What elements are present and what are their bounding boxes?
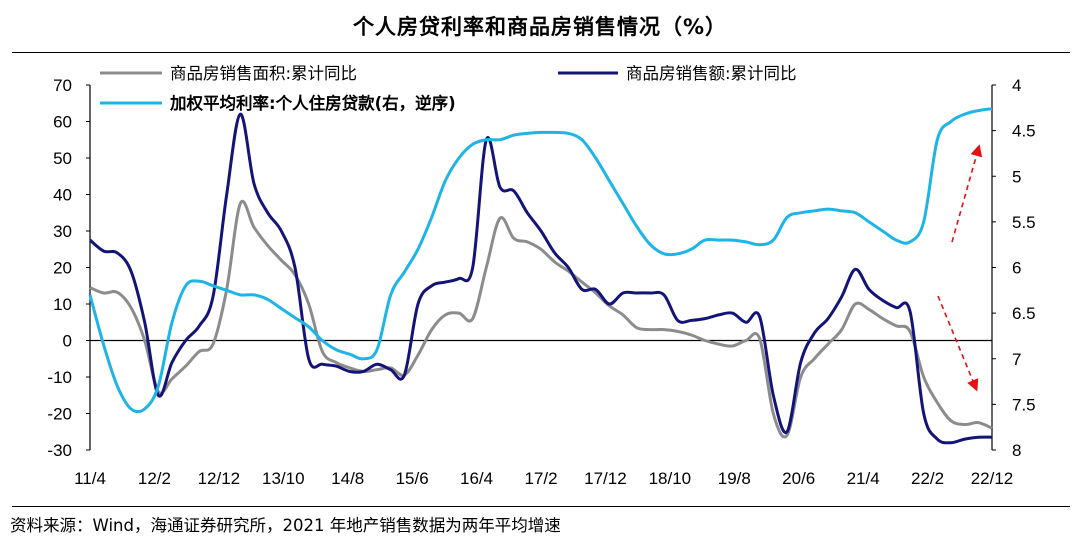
source-note: 资料来源：Wind，海通证券研究所，2021 年地产销售数据为两年平均增速 [10,516,561,535]
x-tick-label: 14/8 [331,469,364,488]
left-tick-label: 70 [53,76,72,95]
x-tick-label: 21/4 [847,469,880,488]
right-tick-label: 6.5 [1012,304,1036,323]
series-lines [88,107,993,445]
x-tick-label: 12/2 [138,469,171,488]
right-tick-label: 4.5 [1012,122,1036,141]
left-tick-label: 60 [53,113,72,132]
left-tick-label: 10 [53,295,72,314]
series-line-2 [89,112,993,445]
x-tick-label: 15/6 [396,469,429,488]
left-tick-label: 50 [53,149,72,168]
legend-label-1: 商品房销售面积:累计同比 [170,64,357,83]
trend-arrow-up [951,144,983,243]
legend-label-2: 商品房销售额:累计同比 [626,64,797,83]
left-tick-label: 20 [53,259,72,278]
left-tick-label: -30 [47,441,72,460]
x-tick-label: 22/12 [971,469,1014,488]
right-tick-label: 7 [1012,350,1021,369]
right-tick-label: 6 [1012,259,1021,278]
legend-label-3: 加权平均利率:个人住房贷款(右，逆序) [169,93,456,113]
right-tick-label: 5.5 [1012,213,1036,232]
title-rule [12,52,1070,53]
x-tick-label: 17/12 [584,469,627,488]
right-tick-label: 8 [1012,441,1021,460]
left-tick-label: -20 [47,405,72,424]
right-tick-label: 7.5 [1012,395,1036,414]
x-tick-label: 12/12 [198,469,241,488]
x-tick-label: 11/4 [74,469,106,488]
left-tick-label: -10 [47,368,72,387]
x-tick-label: 13/10 [262,469,305,488]
right-tick-label: 5 [1012,167,1021,186]
right-tick-label: 4 [1012,76,1021,95]
x-tick-label: 18/10 [649,469,692,488]
x-tick-label: 16/4 [460,469,493,488]
chart-area: 70 60 50 40 30 20 10 0 -10 -20 -30 4 4.5 5 5.5 6 6.5 7 7.5… [47,64,1035,488]
x-tick-label: 22/2 [911,469,944,488]
chart-title: 个人房贷利率和商品房销售情况（%） [352,15,728,39]
trend-arrows [937,144,983,392]
left-tick-label: 40 [53,186,72,205]
axes: 70 60 50 40 30 20 10 0 -10 -20 -30 4 4.5 5 5.5 6 6.5 7 7.5… [47,76,1035,488]
x-tick-label: 17/2 [524,469,557,488]
x-tick-label: 20/6 [782,469,815,488]
series-line-3 [88,107,993,414]
legend: 商品房销售面积:累计同比 商品房销售额:累计同比加权平均利率:个人住房贷款(右，逆… [100,64,797,113]
series-line-1 [89,199,993,439]
left-tick-label: 0 [63,332,72,351]
x-tick-label: 19/8 [718,469,751,488]
left-tick-label: 30 [53,222,72,241]
footer-rule [12,506,1070,507]
trend-arrow-down [937,295,979,392]
